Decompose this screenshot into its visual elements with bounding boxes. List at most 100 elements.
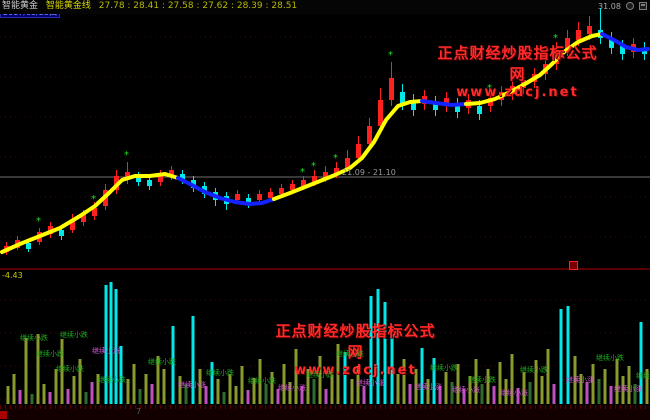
candle-body xyxy=(565,38,570,50)
volume-bar xyxy=(336,344,340,404)
volume-bar xyxy=(376,289,380,404)
candle-body xyxy=(158,174,163,182)
volume-bar xyxy=(204,386,208,404)
axis-tick-marks xyxy=(0,405,650,409)
volume-bar xyxy=(510,354,514,404)
volume-bar xyxy=(330,374,334,404)
candle-body xyxy=(26,243,31,249)
candle-body xyxy=(433,102,438,110)
volume-bar xyxy=(258,359,262,404)
window-icon[interactable] xyxy=(639,2,647,10)
volume-bar xyxy=(294,349,298,404)
volume-bar xyxy=(276,389,280,404)
volume-bar xyxy=(402,359,406,404)
volume-bar xyxy=(559,309,563,404)
volume-bar xyxy=(12,374,16,404)
candle-body xyxy=(576,30,581,40)
volume-bar xyxy=(579,374,583,404)
volume-bar xyxy=(408,384,412,404)
candle-body xyxy=(235,194,240,200)
indicator-header-bar: 智能黄金 智能黄金线 27.78 : 28.41 : 27.58 : 27.62… xyxy=(0,0,650,14)
volume-bar xyxy=(609,386,613,404)
candle-body xyxy=(136,176,141,182)
volume-bar xyxy=(615,359,619,404)
volume-bar xyxy=(191,316,195,404)
volume-bar xyxy=(270,372,274,404)
volume-bar xyxy=(362,386,366,404)
volume-bar xyxy=(36,334,40,404)
volume-bar xyxy=(522,372,526,404)
volume-bar xyxy=(234,386,238,404)
candle-body xyxy=(356,144,361,158)
volume-bar xyxy=(144,374,148,404)
volume-bar xyxy=(156,356,160,404)
volume-bar xyxy=(126,379,130,404)
volume-bar xyxy=(78,359,82,404)
candle-body xyxy=(301,180,306,186)
volume-bar xyxy=(627,366,631,404)
gridlines xyxy=(0,36,650,400)
volume-bar xyxy=(540,376,544,404)
candle-body xyxy=(378,100,383,126)
candle-body xyxy=(620,46,625,54)
volume-bar xyxy=(246,390,250,404)
volume-bar xyxy=(573,356,577,404)
volume-bar xyxy=(162,369,166,404)
volume-bar xyxy=(486,369,490,404)
ma-segment-yellow xyxy=(0,172,180,254)
volume-bar xyxy=(552,384,556,404)
candle-body xyxy=(59,230,64,236)
volume-bar xyxy=(534,360,538,404)
volume-bar xyxy=(621,376,625,404)
volume-bar xyxy=(432,358,436,404)
volume-bar xyxy=(546,349,550,404)
price-range-label: 21.09 - 21.10 xyxy=(342,168,396,177)
panel-splitter-handle[interactable] xyxy=(569,261,578,270)
candle-body xyxy=(400,92,405,104)
volume-bar xyxy=(24,338,28,404)
volume-bar xyxy=(216,379,220,404)
volume-bar xyxy=(597,379,601,404)
stock-name-label: 智能黄金 xyxy=(2,1,39,11)
ma-segment-blue xyxy=(600,32,650,52)
volume-bar xyxy=(480,384,484,404)
volume-bar xyxy=(566,306,570,404)
volume-bar xyxy=(104,285,108,404)
volume-bar xyxy=(119,346,123,404)
volume-bar xyxy=(306,369,310,404)
time-axis[interactable] xyxy=(0,405,650,420)
axis-tick-label: 7 xyxy=(136,407,142,416)
volume-bar xyxy=(468,376,472,404)
candle-body xyxy=(290,184,295,190)
volume-bar xyxy=(132,364,136,404)
volume-bar xyxy=(426,379,430,404)
candle-body xyxy=(81,214,86,222)
volume-bar xyxy=(264,384,268,404)
candle-body xyxy=(125,172,130,180)
volume-bar xyxy=(356,366,360,404)
volume-bar xyxy=(438,386,442,404)
volume-bar xyxy=(420,348,424,404)
volume-bar xyxy=(645,369,649,404)
volume-bar xyxy=(396,374,400,404)
volume-bar xyxy=(300,386,304,404)
volume-bar xyxy=(84,392,88,404)
volume-bar xyxy=(492,386,496,404)
volume-bar xyxy=(184,384,188,404)
candle-body xyxy=(70,220,75,230)
volume-bar xyxy=(240,366,244,404)
candle-body xyxy=(587,26,592,34)
scroll-corner-marker xyxy=(0,411,7,419)
volume-bar xyxy=(42,384,46,404)
candle-body xyxy=(147,180,152,186)
candle-body xyxy=(411,100,416,110)
volume-bar xyxy=(48,392,52,404)
candle-body xyxy=(312,176,317,182)
candle-body xyxy=(268,192,273,198)
volume-bar xyxy=(504,379,508,404)
refresh-icon[interactable] xyxy=(626,2,634,10)
candle-body xyxy=(334,168,339,174)
candle-body xyxy=(345,158,350,168)
indicator-values: 27.78 : 28.41 : 27.58 : 27.62 : 28.39 : … xyxy=(98,1,298,11)
